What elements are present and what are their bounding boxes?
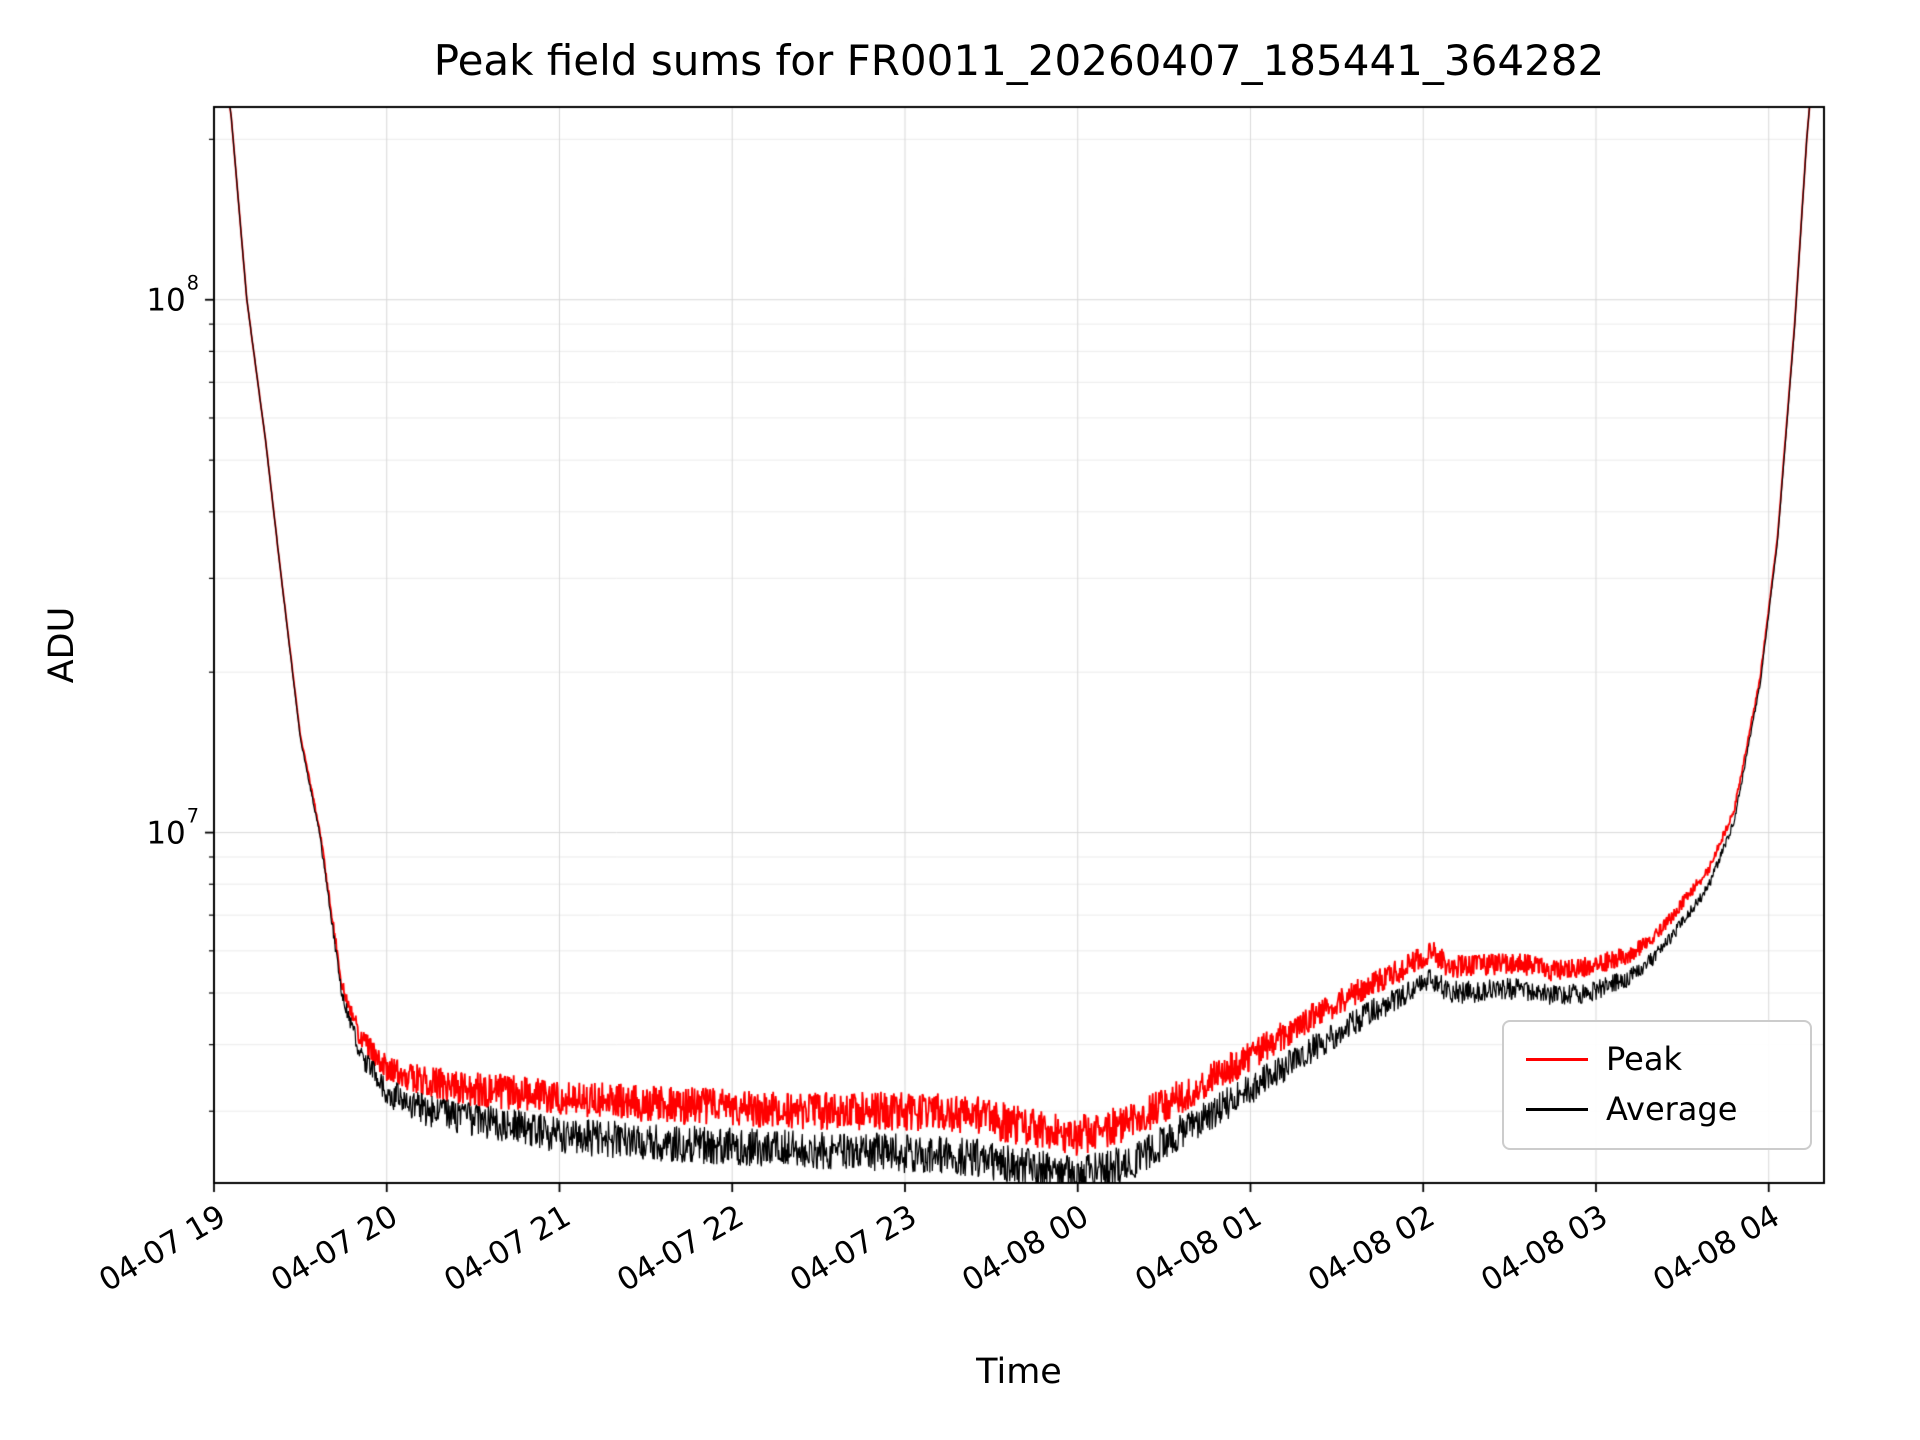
y-tick-label: 107 [146,804,199,852]
legend-entry-average: Average [1526,1084,1810,1134]
legend-label-peak: Peak [1606,1040,1682,1078]
legend-line-sample-average [1526,1107,1588,1111]
y-axis-label: ADU [42,606,82,684]
legend-label-average: Average [1606,1090,1738,1128]
legend: Peak Average [1502,1020,1812,1150]
x-axis-label: Time [976,1352,1062,1392]
y-tick-label: 108 [146,271,199,319]
chart-title: Peak field sums for FR0011_20260407_1854… [433,36,1605,85]
legend-entry-peak: Peak [1526,1034,1810,1084]
legend-line-sample-peak [1526,1057,1588,1061]
